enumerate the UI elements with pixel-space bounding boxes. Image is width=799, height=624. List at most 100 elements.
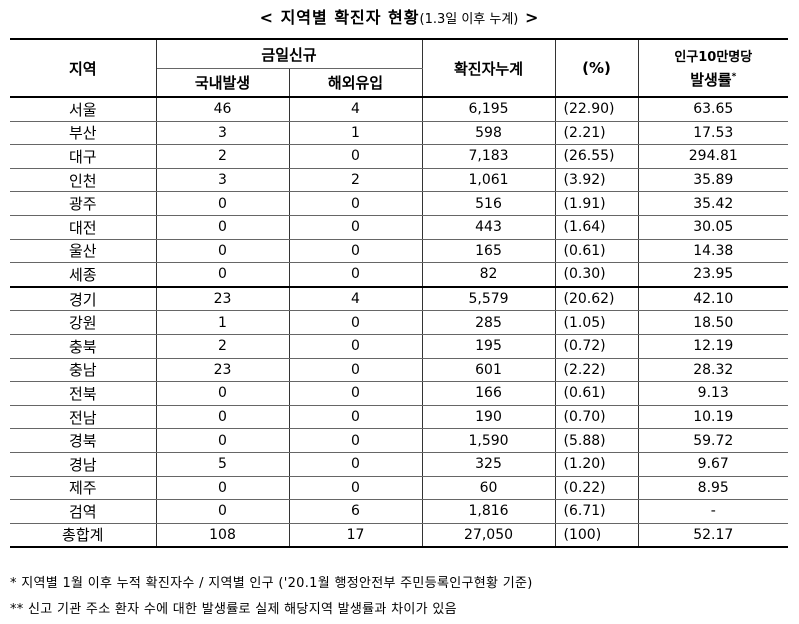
cell-rate: 10.19 bbox=[637, 405, 789, 430]
cell-domestic: 0 bbox=[155, 428, 290, 453]
table-row: 세종 0 0 82 (0.30) 23.95 bbox=[10, 262, 789, 288]
header-new-today: 금일신규 bbox=[155, 38, 423, 69]
cell-overseas: 1 bbox=[288, 121, 423, 146]
cell-rate: 63.65 bbox=[637, 97, 789, 122]
table-row: 경남 5 0 325 (1.20) 9.67 bbox=[10, 452, 789, 477]
header-rate-mark: * bbox=[731, 72, 737, 82]
cell-rate: 30.05 bbox=[637, 215, 789, 240]
cell-cumulative: 7,183 bbox=[421, 144, 556, 169]
cell-region: 전남 bbox=[10, 405, 157, 430]
cell-overseas: 0 bbox=[288, 405, 423, 430]
cell-domestic: 3 bbox=[155, 168, 290, 193]
cell-region: 울산 bbox=[10, 239, 157, 264]
header-rate-line2: 발생률 bbox=[690, 71, 732, 89]
cell-overseas: 0 bbox=[288, 428, 423, 453]
cell-region: 전북 bbox=[10, 381, 157, 406]
cell-domestic: 3 bbox=[155, 121, 290, 146]
cell-percent: (3.92) bbox=[554, 168, 639, 193]
cell-percent: (6.71) bbox=[554, 499, 639, 524]
cell-overseas: 6 bbox=[288, 499, 423, 524]
cell-domestic: 0 bbox=[155, 381, 290, 406]
cell-region: 인천 bbox=[10, 168, 157, 193]
table-row: 대구 2 0 7,183 (26.55) 294.81 bbox=[10, 144, 789, 169]
table-row: 대전 0 0 443 (1.64) 30.05 bbox=[10, 215, 789, 240]
cell-domestic: 23 bbox=[155, 358, 290, 383]
cell-rate: 294.81 bbox=[637, 144, 789, 169]
cell-cumulative: 443 bbox=[421, 215, 556, 240]
table-row: 광주 0 0 516 (1.91) 35.42 bbox=[10, 191, 789, 216]
cell-domestic: 0 bbox=[155, 405, 290, 430]
cell-rate: 42.10 bbox=[637, 285, 789, 312]
cell-overseas: 0 bbox=[288, 191, 423, 216]
cell-overseas: 0 bbox=[288, 215, 423, 240]
cell-rate: 14.38 bbox=[637, 239, 789, 264]
cell-domestic: 1 bbox=[155, 310, 290, 335]
cell-region: 충남 bbox=[10, 358, 157, 383]
cell-overseas: 0 bbox=[288, 381, 423, 406]
table-row: 제주 0 0 60 (0.22) 8.95 bbox=[10, 476, 789, 501]
cell-cumulative: 82 bbox=[421, 262, 556, 288]
cell-cumulative: 195 bbox=[421, 334, 556, 359]
cell-region: 충북 bbox=[10, 334, 157, 359]
cell-percent: (0.61) bbox=[554, 239, 639, 264]
cell-rate: 35.89 bbox=[637, 168, 789, 193]
cell-percent: (0.70) bbox=[554, 405, 639, 430]
cell-percent: (5.88) bbox=[554, 428, 639, 453]
cell-region: 검역 bbox=[10, 499, 157, 524]
table-row: 충남 23 0 601 (2.22) 28.32 bbox=[10, 358, 789, 383]
cell-domestic: 5 bbox=[155, 452, 290, 477]
header-rate-line2-wrap: 발생률* bbox=[639, 69, 788, 90]
cell-percent: (20.62) bbox=[554, 285, 639, 312]
table-row: 검역 0 6 1,816 (6.71) - bbox=[10, 499, 789, 524]
cell-overseas: 0 bbox=[288, 476, 423, 501]
cell-domestic: 0 bbox=[155, 499, 290, 524]
table-row: 전남 0 0 190 (0.70) 10.19 bbox=[10, 405, 789, 430]
cell-cumulative: 1,816 bbox=[421, 499, 556, 524]
cell-rate: 17.53 bbox=[637, 121, 789, 146]
cell-region: 광주 bbox=[10, 191, 157, 216]
cell-domestic: 0 bbox=[155, 262, 290, 288]
cell-rate: 8.95 bbox=[637, 476, 789, 501]
cell-percent: (2.22) bbox=[554, 358, 639, 383]
title-end: > bbox=[518, 8, 540, 27]
cell-overseas: 4 bbox=[288, 97, 423, 122]
cell-cumulative: 1,590 bbox=[421, 428, 556, 453]
cell-domestic: 0 bbox=[155, 239, 290, 264]
cell-overseas: 0 bbox=[288, 144, 423, 169]
table-row: 경기 23 4 5,579 (20.62) 42.10 bbox=[10, 285, 789, 312]
cell-percent: (0.61) bbox=[554, 381, 639, 406]
cell-cumulative: 325 bbox=[421, 452, 556, 477]
title-subtitle: (1.3일 이후 누계) bbox=[419, 12, 519, 27]
cell-cumulative: 60 bbox=[421, 476, 556, 501]
cell-rate: 18.50 bbox=[637, 310, 789, 335]
cell-region: 제주 bbox=[10, 476, 157, 501]
cell-region: 경남 bbox=[10, 452, 157, 477]
cell-domestic: 108 bbox=[155, 522, 290, 549]
table-row: 인천 3 2 1,061 (3.92) 35.89 bbox=[10, 168, 789, 193]
table-row: 강원 1 0 285 (1.05) 18.50 bbox=[10, 310, 789, 335]
cell-overseas: 0 bbox=[288, 452, 423, 477]
header-region: 지역 bbox=[10, 38, 157, 98]
cell-overseas: 4 bbox=[288, 285, 423, 312]
cell-cumulative: 190 bbox=[421, 405, 556, 430]
cell-domestic: 23 bbox=[155, 285, 290, 312]
cell-overseas: 17 bbox=[288, 522, 423, 549]
table-header: 지역 금일신규 확진자누계 (%) 인구10만명당 발생률* 국내발생 해외유입 bbox=[10, 38, 789, 98]
header-rate-line1: 인구10만명당 bbox=[674, 50, 753, 65]
cell-region: 강원 bbox=[10, 310, 157, 335]
cell-percent: (2.21) bbox=[554, 121, 639, 146]
cell-overseas: 0 bbox=[288, 310, 423, 335]
cell-region: 경기 bbox=[10, 285, 157, 312]
title-main: < 지역별 확진자 현황 bbox=[259, 8, 420, 27]
cell-domestic: 2 bbox=[155, 144, 290, 169]
cell-region: 대전 bbox=[10, 215, 157, 240]
cell-region: 대구 bbox=[10, 144, 157, 169]
header-percent: (%) bbox=[554, 38, 639, 98]
cell-rate: 28.32 bbox=[637, 358, 789, 383]
cell-cumulative: 285 bbox=[421, 310, 556, 335]
cell-rate: 9.13 bbox=[637, 381, 789, 406]
header-cumulative: 확진자누계 bbox=[421, 38, 556, 98]
cell-rate: 59.72 bbox=[637, 428, 789, 453]
table-row: 전북 0 0 166 (0.61) 9.13 bbox=[10, 381, 789, 406]
cell-percent: (100) bbox=[554, 522, 639, 549]
